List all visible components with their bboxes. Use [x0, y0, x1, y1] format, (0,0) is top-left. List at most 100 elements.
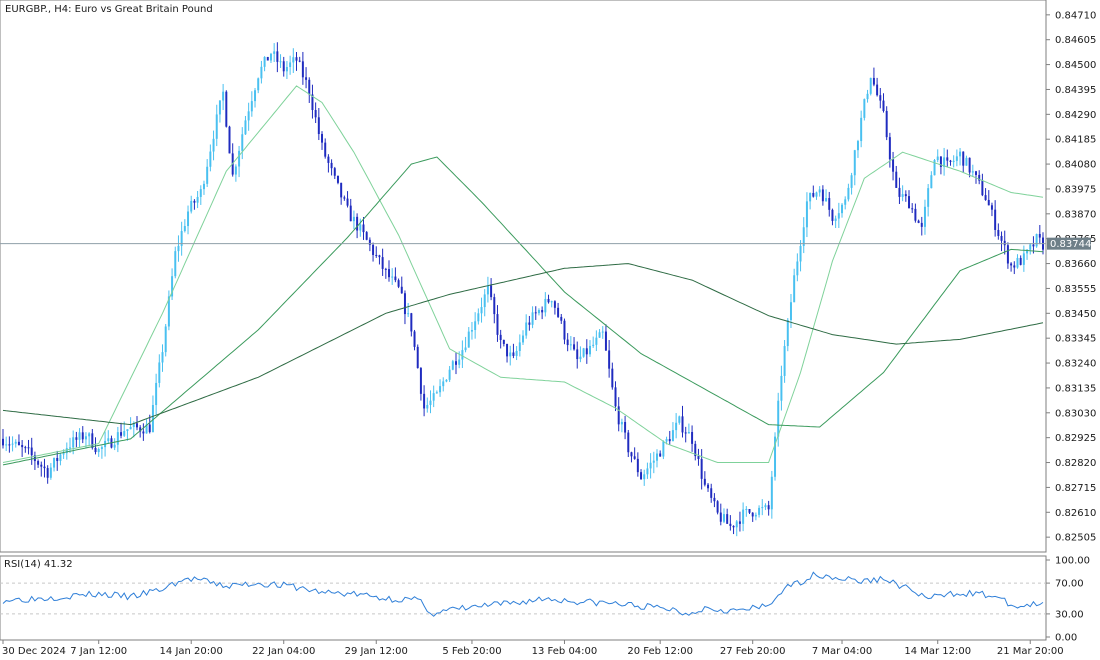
price-tick-label: 0.84605: [1055, 35, 1096, 46]
candle-body: [939, 156, 942, 167]
candle-body: [987, 199, 990, 206]
candle-body: [643, 474, 646, 480]
candle-body: [713, 497, 716, 502]
ma-fast-line: [2, 85, 1044, 463]
candle-body: [885, 110, 888, 138]
candle-body: [834, 218, 837, 221]
candle-body: [557, 307, 560, 317]
candle-body: [180, 231, 183, 246]
candle-body: [633, 456, 636, 459]
candle-body: [464, 347, 467, 351]
candle-body: [410, 313, 413, 332]
candle-body: [480, 307, 483, 314]
candle-body: [388, 269, 391, 278]
candle-body: [949, 160, 952, 162]
price-tick-label: 0.82715: [1055, 483, 1096, 494]
candle-body: [164, 326, 167, 353]
current-price-tag: [1047, 237, 1091, 250]
candle-body: [451, 361, 454, 370]
candle-body: [49, 467, 52, 478]
candle-body: [601, 331, 604, 333]
price-tick-label: 0.83240: [1055, 359, 1096, 370]
candle-body: [107, 438, 110, 441]
candle-body: [990, 205, 993, 210]
candle-body: [687, 431, 690, 434]
price-tick-label: 0.84185: [1055, 135, 1096, 146]
rsi-tick-label: 100.00: [1055, 556, 1090, 567]
candle-body: [595, 337, 598, 345]
price-tick-label: 0.84290: [1055, 110, 1096, 121]
candle-body: [24, 447, 27, 449]
price-tick-label: 0.83135: [1055, 383, 1096, 394]
candle-body: [397, 280, 400, 287]
rsi-panel[interactable]: RSI(14) 41.32 100.00 70.00 30.00 0.00: [0, 555, 1090, 644]
rsi-panel-frame: [0, 555, 1047, 641]
candle-body: [627, 432, 630, 453]
candle-body: [116, 432, 119, 445]
candle-body: [413, 331, 416, 347]
candle-body: [269, 53, 272, 61]
candle-body: [742, 509, 745, 524]
candle-body: [352, 216, 355, 222]
time-tick-label: 5 Feb 20:00: [442, 646, 501, 657]
candle-body: [777, 400, 780, 437]
candle-body: [72, 437, 75, 448]
price-tick-label: 0.83030: [1055, 408, 1096, 419]
candle-body: [735, 521, 738, 528]
candle-body: [978, 174, 981, 181]
time-tick-label: 27 Feb 20:00: [720, 646, 786, 657]
time-tick-label: 7 Jan 12:00: [70, 646, 127, 657]
candle-body: [923, 206, 926, 227]
time-tick-label: 30 Dec 2024: [2, 646, 66, 657]
candle-body: [904, 194, 907, 197]
candle-body: [1026, 249, 1029, 254]
candle-body: [384, 268, 387, 270]
candle-body: [955, 156, 958, 161]
candle-body: [700, 459, 703, 479]
candle-body: [254, 90, 257, 102]
candle-body: [151, 405, 154, 433]
candle-body: [541, 310, 544, 313]
candle-body: [553, 301, 556, 308]
candle-body: [359, 224, 362, 231]
candle-body: [349, 205, 352, 222]
candle-body: [490, 285, 493, 298]
candle-body: [729, 523, 732, 526]
candle-body: [697, 456, 700, 460]
candle-body: [429, 400, 432, 405]
candle-body: [837, 213, 840, 219]
candle-body: [432, 393, 435, 401]
rsi-tick-label: 70.00: [1055, 579, 1084, 590]
candle-body: [321, 134, 324, 143]
candle-body: [640, 472, 643, 480]
candle-body: [493, 297, 496, 315]
candle-body: [499, 334, 502, 340]
candle-body: [206, 166, 209, 184]
candle-body: [566, 339, 569, 346]
candle-body: [461, 350, 464, 360]
candle-body: [250, 101, 253, 112]
candle-body: [879, 95, 882, 101]
candle-body: [707, 484, 710, 489]
candle-body: [675, 422, 678, 431]
candle-body: [971, 171, 974, 173]
candle-body: [391, 276, 394, 278]
candle-body: [515, 350, 518, 356]
candle-body: [528, 322, 531, 325]
candle-body: [809, 192, 812, 202]
candle-body: [952, 160, 955, 162]
candle-body: [770, 476, 773, 510]
candle-body: [8, 444, 11, 446]
candle-body: [218, 100, 221, 115]
candle-body: [234, 166, 237, 175]
price-panel[interactable]: EURGBP., H4: Euro vs Great Britain Pound…: [0, 0, 1096, 553]
candle-body: [509, 352, 512, 357]
candle-body: [892, 159, 895, 172]
candle-body: [222, 91, 225, 101]
price-panel-frame: [0, 0, 1047, 553]
candle-body: [856, 141, 859, 151]
candle-body: [91, 433, 94, 448]
candle-body: [930, 175, 933, 189]
candle-body: [346, 198, 349, 206]
